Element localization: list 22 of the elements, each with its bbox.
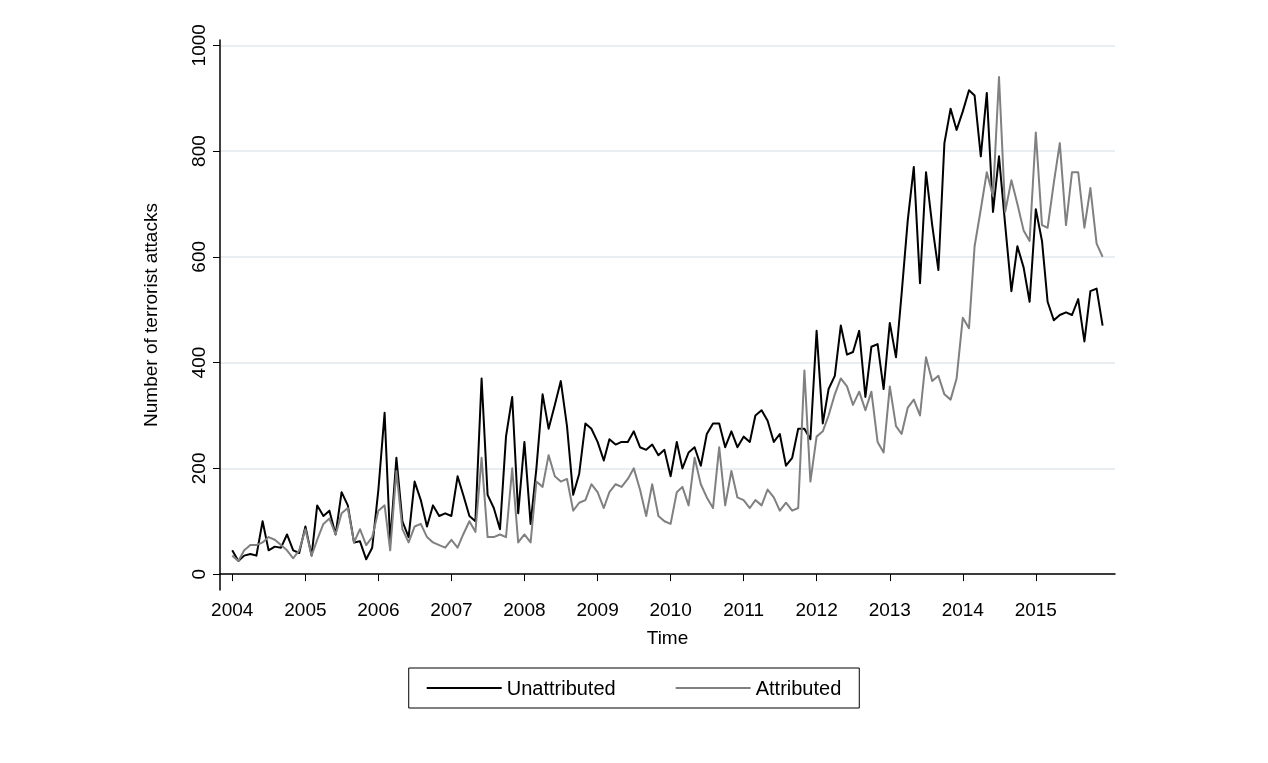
x-tick-label: 2008 bbox=[503, 599, 546, 620]
x-tick-label: 2013 bbox=[868, 599, 911, 620]
y-axis-title: Number of terrorist attacks bbox=[140, 203, 161, 427]
y-tick-label: 600 bbox=[188, 240, 209, 273]
y-tick-label: 200 bbox=[188, 452, 209, 485]
x-tick-label: 2010 bbox=[649, 599, 692, 620]
x-tick-label: 2015 bbox=[1014, 599, 1057, 620]
x-tick-label: 2009 bbox=[576, 599, 619, 620]
x-tick-label: 2005 bbox=[284, 599, 327, 620]
x-tick-label: 2007 bbox=[430, 599, 473, 620]
y-tick-label: 800 bbox=[188, 135, 209, 167]
y-tick-label: 0 bbox=[188, 568, 209, 580]
x-tick-label: 2004 bbox=[211, 599, 254, 620]
x-tick-label: 2011 bbox=[723, 599, 765, 620]
legend-label: Unattributed bbox=[506, 677, 616, 699]
x-tick-label: 2014 bbox=[941, 599, 985, 620]
x-tick-label: 2006 bbox=[357, 599, 400, 620]
x-tick-label: 2012 bbox=[795, 599, 838, 620]
legend-label: Attributed bbox=[755, 677, 842, 699]
x-axis-title: Time bbox=[646, 627, 689, 648]
y-tick-label: 1000 bbox=[188, 24, 209, 67]
y-tick-label: 400 bbox=[188, 346, 209, 379]
